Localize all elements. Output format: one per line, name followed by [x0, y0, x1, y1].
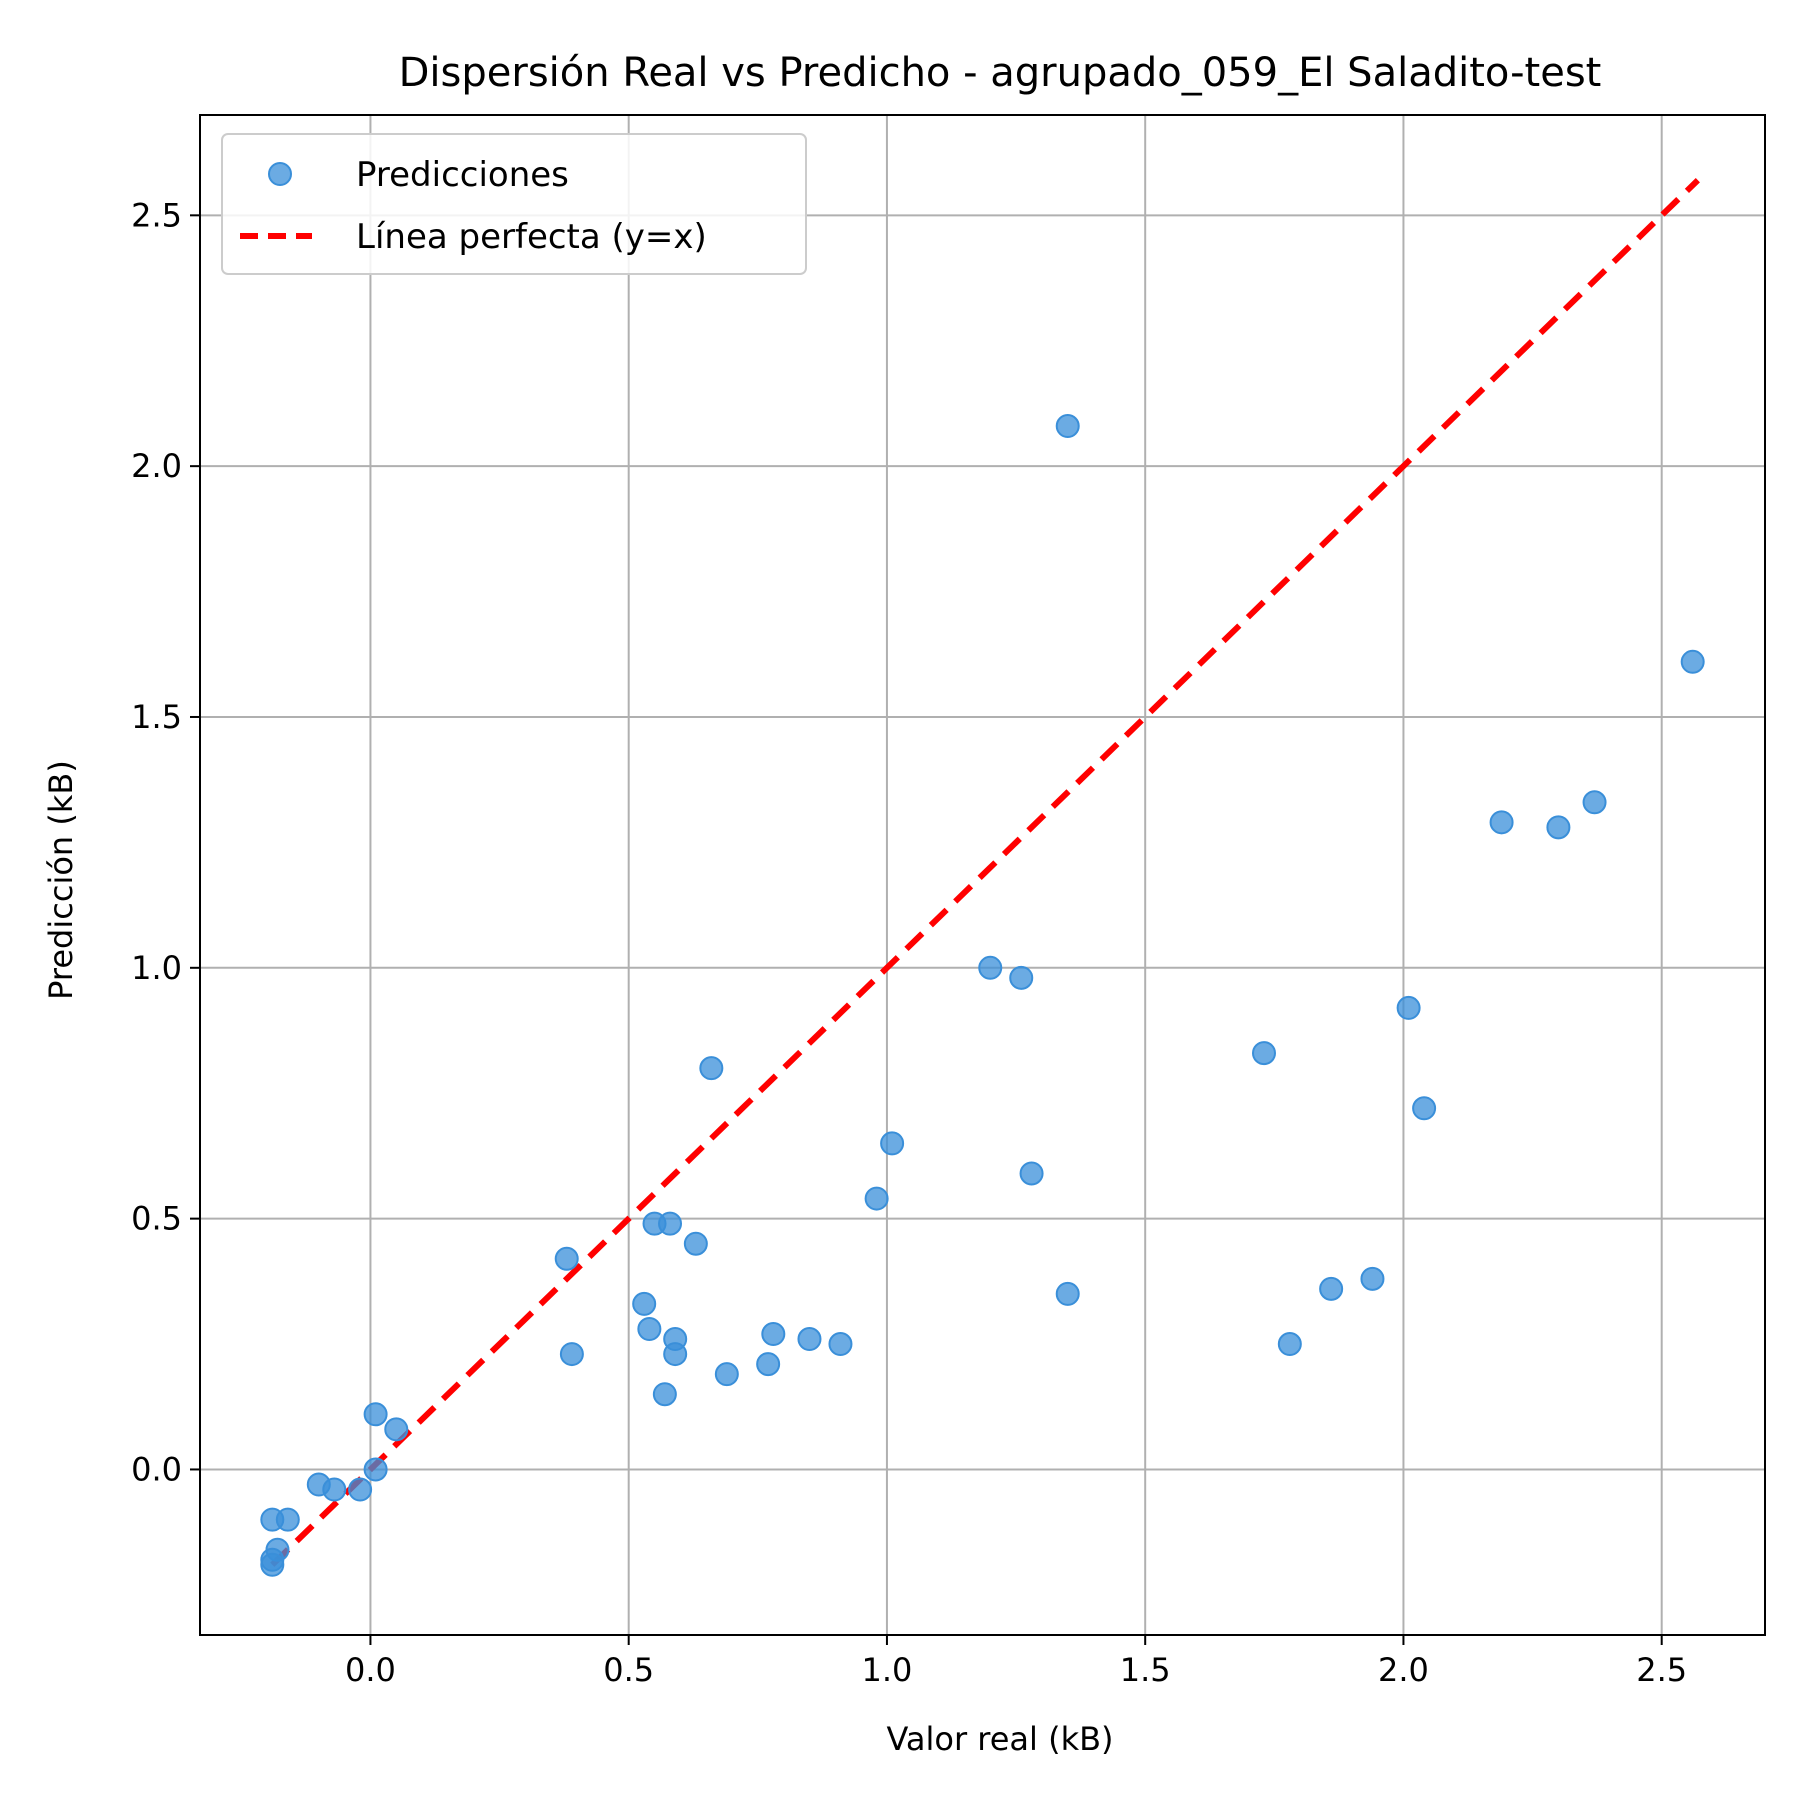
- scatter-point: [559, 1342, 584, 1367]
- scatter-point: [828, 1332, 853, 1357]
- scatter-point: [275, 1507, 300, 1532]
- scatter-point: [348, 1477, 373, 1502]
- scatter-point: [880, 1131, 905, 1156]
- grid: [200, 115, 1765, 1635]
- scatter-point: [1055, 414, 1080, 439]
- scatter-point: [761, 1322, 786, 1347]
- scatter-point: [322, 1477, 347, 1502]
- y-tick-label: 2.0: [131, 447, 182, 485]
- scatter-point: [978, 955, 1003, 980]
- y-tick-label: 1.0: [131, 949, 182, 987]
- scatter-point: [1277, 1332, 1302, 1357]
- y-axis-label: Predicción (kB): [42, 760, 80, 1000]
- perfect-line-layer: [270, 178, 1700, 1567]
- plot-frame: [199, 114, 1766, 1636]
- scatter-point: [1582, 790, 1607, 815]
- legend-marker-predicciones: [268, 162, 292, 186]
- chart-title: Dispersión Real vs Predicho - agrupado_0…: [399, 50, 1602, 96]
- scatter-point: [1680, 649, 1705, 674]
- y-tick-label: 2.5: [131, 196, 182, 234]
- scatter-point: [714, 1362, 739, 1387]
- scatter-point: [797, 1327, 822, 1352]
- x-tick-label: 0.5: [603, 1651, 654, 1689]
- scatter-point: [1055, 1281, 1080, 1306]
- scatter-point: [1396, 995, 1421, 1020]
- x-tick-label: 1.5: [1120, 1651, 1171, 1689]
- scatter-point: [384, 1417, 409, 1442]
- y-axis-ticks: 0.0 0.5 1.0 1.5 2.0 2.5: [131, 196, 200, 1488]
- scatter-point: [1009, 965, 1034, 990]
- y-tick-label: 0.5: [131, 1200, 182, 1238]
- y-tick-label: 0.0: [131, 1450, 182, 1488]
- scatter-point: [1412, 1096, 1437, 1121]
- scatter-point: [652, 1382, 677, 1407]
- points-layer: [260, 414, 1705, 1577]
- scatter-point: [1019, 1161, 1044, 1186]
- perfect-line: [270, 178, 1700, 1567]
- x-tick-label: 2.0: [1378, 1651, 1429, 1689]
- scatter-point: [756, 1352, 781, 1377]
- scatter-point: [260, 1552, 285, 1577]
- scatter-point: [658, 1211, 683, 1236]
- y-tick-label: 1.5: [131, 698, 182, 736]
- scatter-point: [1319, 1276, 1344, 1301]
- scatter-point: [637, 1316, 662, 1341]
- scatter-point: [699, 1056, 724, 1081]
- scatter-point: [1489, 810, 1514, 835]
- scatter-point: [363, 1402, 388, 1427]
- scatter-point: [663, 1342, 688, 1367]
- scatter-point: [632, 1291, 657, 1316]
- scatter-point: [864, 1186, 889, 1211]
- x-axis-label: Valor real (kB): [886, 1720, 1113, 1758]
- scatter-point: [554, 1246, 579, 1271]
- legend-box: [221, 133, 807, 275]
- x-tick-label: 0.0: [345, 1651, 396, 1689]
- scatter-point: [683, 1231, 708, 1256]
- legend-label-predicciones: Predicciones: [356, 155, 569, 195]
- scatter-point: [363, 1457, 388, 1482]
- x-tick-label: 1.0: [862, 1651, 913, 1689]
- x-axis-ticks: 0.0 0.5 1.0 1.5 2.0 2.5: [345, 1635, 1687, 1689]
- legend-label-perfect-line: Línea perfecta (y=x): [356, 217, 707, 257]
- scatter-point: [1546, 815, 1571, 840]
- scatter-point: [1251, 1041, 1276, 1066]
- scatter-point: [1360, 1266, 1385, 1291]
- x-tick-label: 2.5: [1636, 1651, 1687, 1689]
- legend: Predicciones Línea perfecta (y=x): [221, 133, 807, 275]
